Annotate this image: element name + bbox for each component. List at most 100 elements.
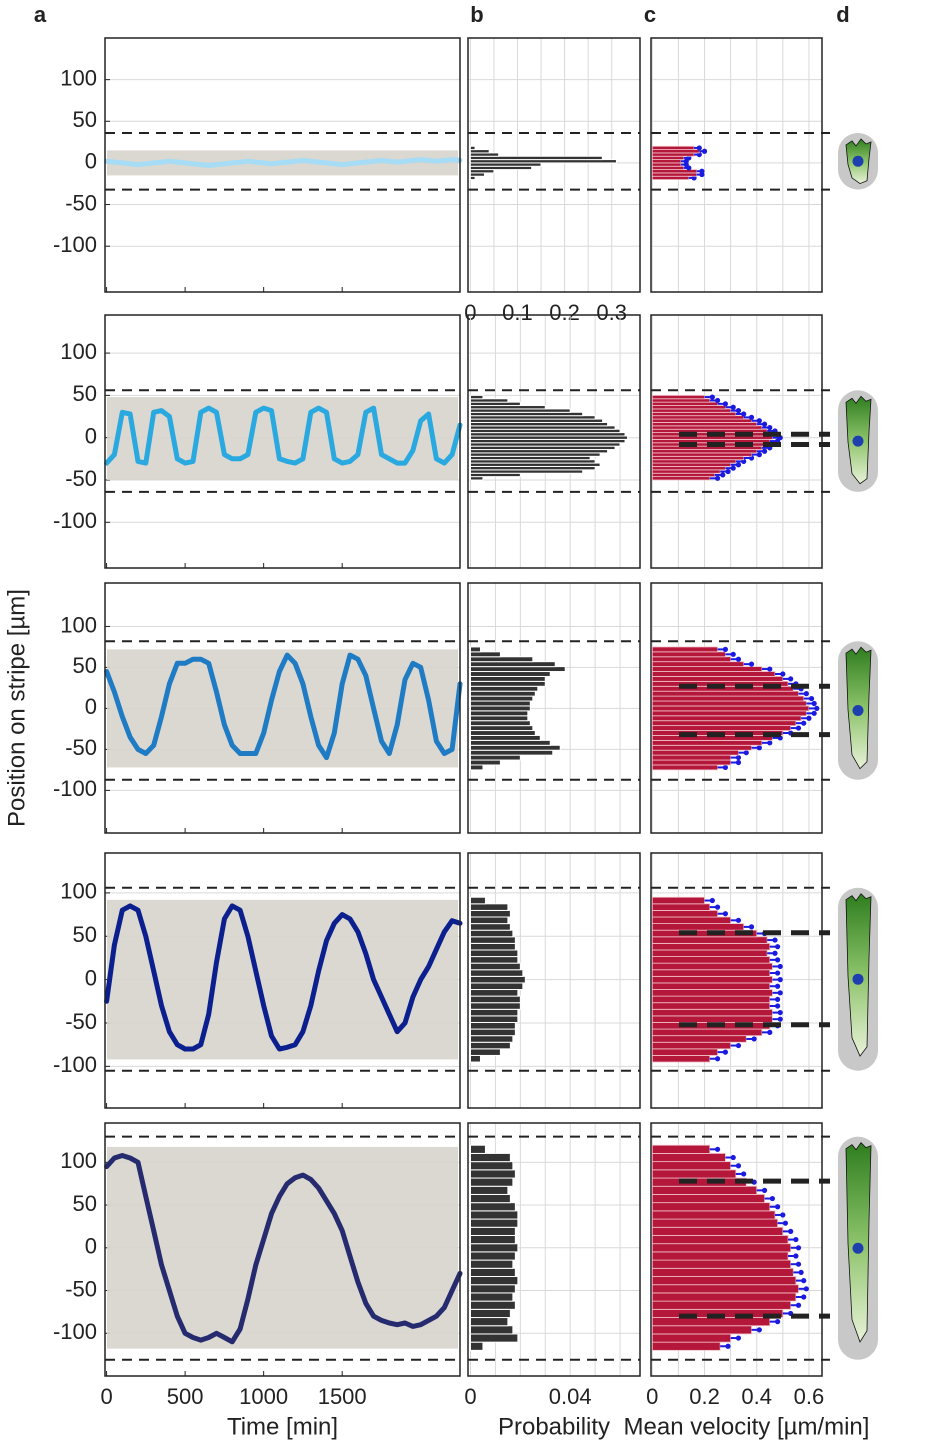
- histogram-bar: [469, 462, 601, 467]
- histogram-bar: [469, 1002, 521, 1010]
- error-cap: [795, 1245, 802, 1251]
- histogram-bar: [469, 989, 519, 997]
- velocity-bar: [651, 754, 732, 761]
- nucleus: [852, 435, 864, 447]
- histogram-bar: [469, 1317, 509, 1327]
- error-cap: [811, 710, 817, 716]
- histogram-bar: [469, 749, 554, 756]
- error-cap: [714, 475, 721, 481]
- velocity-bar: [651, 1202, 771, 1212]
- histogram-bar: [469, 1015, 519, 1023]
- histogram-bar: [469, 1218, 519, 1228]
- velocity-bar: [651, 175, 690, 180]
- velocity-bar: [651, 661, 745, 668]
- velocity-bar: [651, 690, 799, 697]
- error-cap: [769, 1195, 775, 1202]
- velocity-bar: [651, 715, 802, 722]
- velocity-bar: [651, 476, 711, 481]
- histogram-bar: [469, 1144, 486, 1154]
- panel-frame: [650, 1122, 823, 1377]
- histogram-bar: [469, 1054, 481, 1063]
- error-cap: [748, 924, 755, 930]
- x-tick-label: 0: [464, 1384, 476, 1409]
- velocity-bar: [651, 671, 776, 677]
- velocity-bar: [651, 1008, 773, 1017]
- histogram-bar: [469, 995, 521, 1004]
- histogram-bar: [469, 421, 609, 427]
- velocity-bar: [651, 162, 682, 167]
- histogram-bar: [469, 1226, 516, 1236]
- histogram-bar: [469, 455, 591, 461]
- x-axis-label: Time [min]: [227, 1413, 338, 1440]
- histogram-bar: [469, 1021, 516, 1030]
- velocity-bar: [651, 1048, 718, 1056]
- velocity-bar: [651, 1015, 773, 1023]
- velocity-bar: [651, 422, 758, 427]
- velocity-bar: [651, 896, 705, 905]
- histogram-bar: [469, 903, 509, 911]
- histogram-bar: [469, 1035, 514, 1043]
- y-axis-label: Position on stripe [µm]: [3, 589, 30, 827]
- y-tick-label: -100: [53, 776, 97, 801]
- x-tick-label: 0.2: [689, 1384, 720, 1409]
- histogram-bar: [469, 465, 596, 471]
- error-cap: [756, 418, 762, 424]
- histogram-bar: [469, 1284, 516, 1294]
- panel-frame: [467, 1122, 641, 1377]
- histogram-bar: [469, 445, 616, 451]
- y-tick-label: 50: [73, 107, 97, 132]
- error-cap: [793, 1236, 799, 1243]
- error-cap: [725, 468, 731, 475]
- velocity-bar: [651, 739, 763, 746]
- y-tick-label: -100: [53, 1052, 97, 1077]
- error-cap: [735, 1335, 742, 1341]
- y-tick-label: 100: [60, 612, 97, 637]
- error-cap: [701, 148, 708, 154]
- y-tick-label: 50: [73, 1191, 97, 1216]
- error-cap: [699, 168, 705, 174]
- error-cap: [767, 740, 773, 746]
- histogram-bar: [469, 1185, 509, 1195]
- error-cap: [801, 720, 807, 726]
- velocity-bar: [651, 469, 721, 474]
- velocity-bar: [651, 401, 718, 406]
- velocity-bar: [651, 1235, 789, 1245]
- x-tick-label: 0: [646, 1384, 658, 1409]
- nucleus: [852, 973, 864, 985]
- error-cap: [761, 1187, 768, 1193]
- velocity-bar: [651, 975, 773, 984]
- error-cap: [775, 996, 781, 1003]
- velocity-bar: [651, 923, 745, 931]
- histogram-bar: [469, 1161, 514, 1171]
- histogram-bar: [469, 405, 546, 410]
- error-cap: [735, 1163, 742, 1169]
- histogram-bar: [469, 675, 546, 682]
- velocity-bar: [651, 646, 718, 653]
- y-tick-label: -50: [65, 190, 97, 215]
- error-cap: [751, 1036, 757, 1042]
- error-cap: [714, 397, 721, 404]
- histogram-bar: [469, 425, 616, 430]
- x-tick-label: 0.1: [502, 300, 533, 325]
- histogram-bar: [469, 1251, 516, 1261]
- velocity-bar: [651, 165, 685, 170]
- histogram-bar: [469, 661, 556, 668]
- velocity-bar: [651, 651, 726, 658]
- error-cap: [801, 1278, 807, 1284]
- panel-label: d: [836, 2, 849, 27]
- error-cap: [748, 661, 755, 667]
- nucleus: [852, 155, 864, 167]
- histogram-bar: [469, 646, 481, 653]
- error-cap: [775, 944, 781, 950]
- velocity-bar: [651, 1251, 789, 1261]
- velocity-bar: [651, 725, 792, 731]
- panel-frame: [467, 314, 641, 569]
- y-tick-label: -100: [53, 508, 97, 533]
- panel-label: b: [470, 2, 483, 27]
- histogram-bar: [469, 1325, 514, 1335]
- velocity-bar: [651, 956, 771, 964]
- panel-frame: [467, 852, 641, 1109]
- error-cap: [725, 1343, 731, 1349]
- velocity-bar: [651, 1333, 732, 1343]
